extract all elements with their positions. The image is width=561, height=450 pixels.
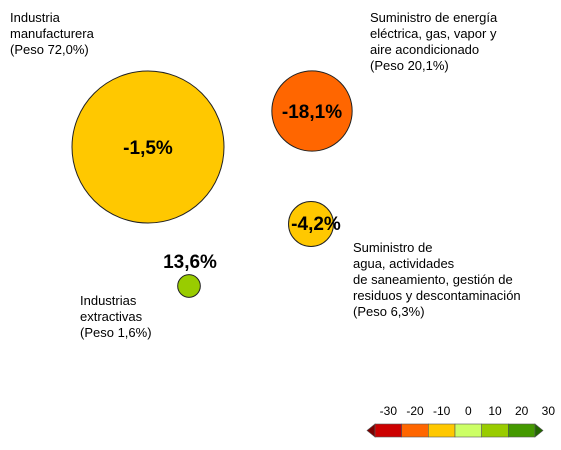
label-line: Suministro de energía	[370, 10, 498, 25]
color-scale-segment-0	[366, 423, 376, 438]
label-line: Industria	[10, 10, 60, 25]
bubble-1	[271, 70, 353, 152]
color-scale-segment-6	[508, 423, 536, 438]
bubble-3	[177, 274, 201, 298]
bubble-value-label-3: 13,6%	[163, 252, 217, 273]
color-scale-tick-label: -10	[433, 404, 451, 418]
color-scale-segment-2	[401, 423, 429, 438]
color-scale-segment-5	[481, 423, 509, 438]
color-scale-tick-label: 10	[488, 404, 502, 418]
label-weight: (Peso 72,0%)	[10, 42, 89, 57]
label-line: residuos y descontaminación	[353, 288, 521, 303]
label-weight: (Peso 6,3%)	[353, 304, 425, 319]
label-line: Industrias	[80, 293, 137, 308]
bubble-value-label-2: -4,2%	[291, 214, 341, 235]
label-line: agua, actividades	[353, 256, 455, 271]
label-suministro-energia: Suministro de energía eléctrica, gas, va…	[370, 10, 497, 74]
label-line: eléctrica, gas, vapor y	[370, 26, 497, 41]
label-industria-manufacturera: Industria manufacturera (Peso 72,0%)	[10, 10, 94, 58]
bubble-0	[71, 70, 225, 224]
label-line: Suministro de	[353, 240, 433, 255]
color-scale-tick-label: 0	[465, 404, 472, 418]
color-scale-tick-label: -20	[406, 404, 424, 418]
label-line: de saneamiento, gestión de	[353, 272, 513, 287]
label-suministro-agua: Suministro de agua, actividades de sanea…	[353, 240, 521, 320]
label-line: manufacturera	[10, 26, 94, 41]
color-scale-segment-7	[534, 423, 544, 438]
bubble-2	[288, 201, 334, 247]
color-scale-segment-4	[454, 423, 482, 438]
bubbles-layer: -1,5% -18,1% -4,2% 13,6%	[71, 70, 353, 298]
color-scale-segment-1	[374, 423, 402, 438]
color-scale-tick-label: 30	[542, 404, 556, 418]
label-line: extractivas	[80, 309, 143, 324]
bubble-value-label-0: -1,5%	[123, 138, 173, 159]
color-scale-legend: -30 -20 -10 0 10 20 30	[366, 404, 556, 438]
label-weight: (Peso 20,1%)	[370, 58, 449, 73]
label-weight: (Peso 1,6%)	[80, 325, 152, 340]
color-scale-tick-label: 20	[515, 404, 529, 418]
color-scale-tick-label: -30	[380, 404, 398, 418]
color-scale-segment-3	[428, 423, 456, 438]
label-line: aire acondicionado	[370, 42, 480, 57]
bubble-value-label-1: -18,1%	[282, 102, 342, 123]
label-industrias-extractivas: Industrias extractivas (Peso 1,6%)	[80, 293, 152, 341]
